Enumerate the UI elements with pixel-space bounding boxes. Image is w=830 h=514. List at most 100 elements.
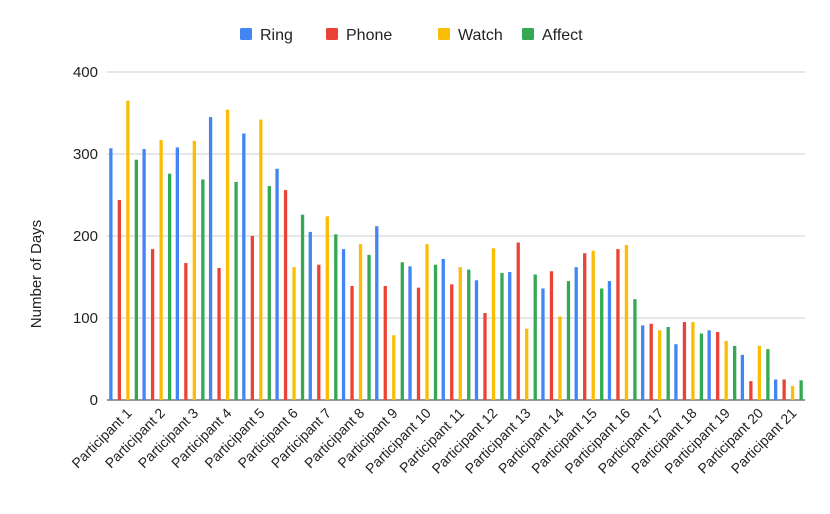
bar-watch-2: [159, 140, 163, 400]
bar-affect-9: [400, 262, 404, 400]
bar-ring-16: [607, 281, 612, 400]
bar-phone-16: [616, 249, 620, 400]
bar-phone-2: [150, 249, 155, 400]
bar-affect-3: [201, 179, 205, 400]
bars: [109, 100, 803, 400]
bar-watch-3: [192, 140, 196, 400]
bar-affect-20: [766, 349, 770, 400]
bar-phone-21: [782, 379, 786, 400]
bar-ring-1: [109, 148, 113, 400]
legend-item-watch: Watch: [438, 27, 503, 44]
bar-ring-7: [308, 231, 312, 400]
y-axis-ticks: 0 100 200 300 400: [73, 64, 98, 409]
bar-watch-12: [491, 248, 496, 400]
bar-affect-2: [167, 173, 172, 400]
bar-watch-7: [325, 216, 329, 400]
y-tick-label: 300: [73, 146, 98, 163]
bar-ring-12: [474, 280, 479, 400]
legend: Ring Phone Watch Affect: [240, 27, 583, 44]
bar-ring-20: [740, 354, 745, 400]
bar-watch-10: [425, 244, 429, 400]
bar-phone-7: [317, 264, 321, 400]
bar-ring-10: [408, 266, 412, 400]
bar-watch-11: [458, 267, 462, 400]
legend-label: Phone: [346, 27, 392, 44]
bar-watch-5: [259, 119, 263, 400]
bar-phone-3: [184, 263, 188, 400]
bar-affect-21: [799, 380, 803, 400]
bar-phone-18: [682, 322, 687, 400]
bar-phone-19: [716, 331, 720, 400]
bar-ring-13: [508, 272, 512, 400]
legend-item-ring: Ring: [240, 27, 293, 44]
legend-swatch: [240, 28, 252, 40]
bar-watch-19: [724, 340, 728, 400]
bar-watch-16: [624, 245, 629, 400]
bar-ring-5: [242, 133, 246, 400]
legend-swatch: [326, 28, 338, 40]
bar-watch-8: [358, 244, 363, 400]
bar-affect-5: [267, 185, 271, 400]
bar-watch-21: [790, 386, 795, 400]
bar-phone-1: [117, 199, 122, 400]
legend-label: Affect: [542, 27, 583, 44]
grid-lines: [107, 71, 805, 401]
y-axis-title: Number of Days: [28, 220, 45, 328]
bar-ring-3: [175, 147, 179, 400]
bar-ring-21: [773, 379, 778, 400]
bar-affect-19: [733, 345, 737, 400]
bar-ring-17: [641, 325, 645, 400]
legend-label: Watch: [458, 27, 503, 44]
bar-phone-8: [350, 286, 354, 400]
legend-item-affect: Affect: [522, 27, 583, 44]
bar-phone-20: [749, 381, 753, 400]
bar-affect-15: [600, 288, 604, 400]
bar-phone-5: [250, 236, 254, 400]
bar-ring-15: [574, 267, 578, 400]
bar-watch-4: [225, 109, 230, 400]
bar-affect-11: [467, 269, 471, 400]
y-tick-label: 0: [90, 392, 98, 409]
bar-phone-6: [283, 190, 288, 400]
bar-watch-9: [392, 335, 396, 400]
bar-ring-18: [674, 344, 678, 400]
bar-phone-13: [516, 242, 520, 400]
bar-ring-9: [375, 226, 379, 400]
bar-phone-10: [416, 287, 421, 400]
bar-affect-12: [500, 272, 504, 400]
bar-watch-13: [525, 328, 529, 400]
bar-ring-8: [341, 249, 346, 400]
bar-affect-10: [433, 264, 438, 400]
bar-affect-4: [234, 181, 238, 400]
bar-affect-7: [334, 234, 338, 400]
bar-affect-1: [134, 159, 139, 400]
bar-affect-18: [699, 333, 704, 400]
bar-ring-11: [441, 258, 445, 400]
bar-affect-16: [633, 299, 637, 400]
bar-phone-15: [583, 253, 587, 400]
bar-affect-8: [367, 254, 371, 400]
y-tick-label: 100: [73, 310, 98, 327]
legend-swatch: [522, 28, 534, 40]
bar-affect-14: [566, 281, 571, 400]
bar-phone-9: [383, 286, 387, 400]
legend-swatch: [438, 28, 450, 40]
bar-ring-4: [208, 117, 213, 400]
bar-affect-13: [533, 274, 537, 400]
bar-watch-1: [126, 100, 130, 400]
bar-ring-6: [275, 168, 279, 400]
bar-affect-17: [666, 327, 670, 400]
bar-watch-14: [558, 316, 562, 400]
bar-watch-15: [591, 250, 595, 400]
legend-label: Ring: [260, 27, 293, 44]
bar-watch-18: [691, 322, 695, 400]
bar-ring-14: [541, 288, 545, 400]
y-tick-label: 200: [73, 228, 98, 245]
bar-phone-11: [450, 284, 454, 400]
bar-phone-14: [549, 271, 554, 400]
y-tick-label: 400: [73, 64, 98, 81]
bar-phone-12: [483, 313, 487, 400]
